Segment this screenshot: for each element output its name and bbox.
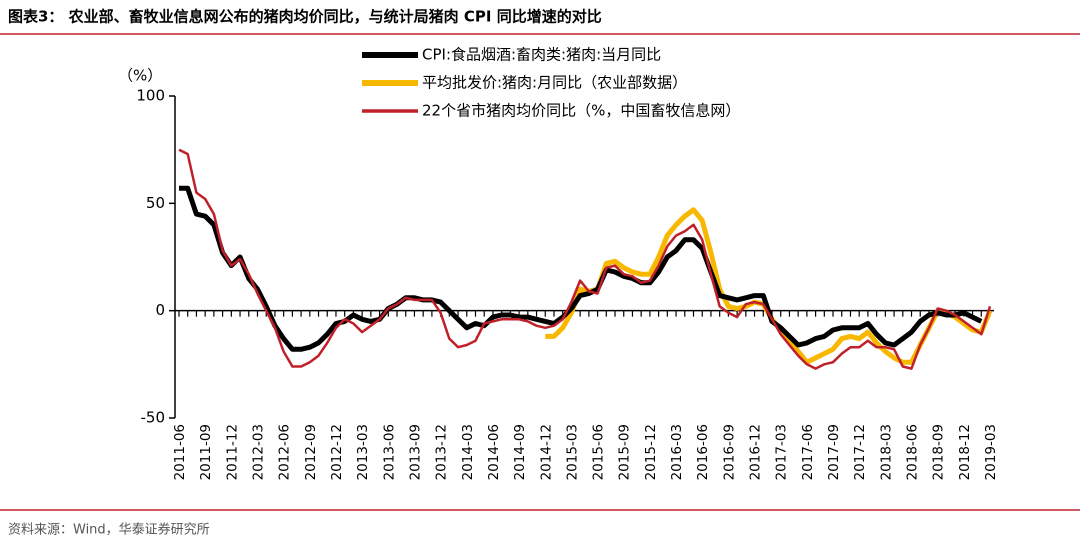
y-tick-label: -50	[141, 409, 166, 427]
x-tick-label: 2016-09	[721, 424, 737, 480]
x-tick-label: 2012-09	[303, 424, 319, 480]
x-tick-label: 2018-12	[957, 424, 973, 480]
x-tick-label: 2015-09	[617, 424, 633, 480]
series-line	[178, 148, 992, 370]
x-tick-label: 2014-03	[460, 424, 476, 480]
x-tick-label: 2015-06	[591, 424, 607, 480]
chart-title: 图表3： 农业部、畜牧业信息网公布的猪肉均价同比，与统计局猪肉 CPI 同比增速…	[8, 8, 602, 26]
x-tick-label: 2013-09	[407, 424, 423, 480]
y-tick-label: 50	[146, 194, 165, 212]
x-tick-label: 2012-03	[250, 424, 266, 480]
x-tick-label: 2015-12	[643, 424, 659, 480]
x-tick-label: 2011-09	[198, 424, 214, 480]
x-tick-label: 2016-06	[695, 424, 711, 480]
x-tick-label: 2013-12	[434, 424, 450, 480]
y-tick-label: 100	[136, 87, 165, 105]
x-tick-label: 2018-06	[905, 424, 921, 480]
x-tick-label: 2016-03	[669, 424, 685, 480]
legend-label: 22个省市猪肉均价同比（%，中国畜牧信息网）	[422, 102, 740, 120]
x-tick-label: 2014-12	[538, 424, 554, 480]
x-tick-label: 2017-06	[800, 424, 816, 480]
x-tick-label: 2013-03	[355, 424, 371, 480]
x-tick-label: 2017-03	[774, 424, 790, 480]
x-tick-label: 2015-03	[564, 424, 580, 480]
x-tick-label: 2014-09	[512, 424, 528, 480]
legend-label: CPI:食品烟酒:畜肉类:猪肉:当月同比	[422, 46, 661, 64]
x-tick-label: 2018-09	[931, 424, 947, 480]
x-tick-label: 2011-06	[172, 424, 188, 480]
x-tick-label: 2011-12	[224, 424, 240, 480]
x-tick-label: 2016-12	[748, 424, 764, 480]
x-tick-label: 2018-03	[878, 424, 894, 480]
source-note: 资料来源：Wind，华泰证券研究所	[8, 522, 210, 538]
x-tick-label: 2014-06	[486, 424, 502, 480]
x-tick-label: 2017-12	[852, 424, 868, 480]
series-line	[179, 185, 983, 352]
x-tick-label: 2012-06	[277, 424, 293, 480]
y-tick-label: 0	[155, 301, 165, 319]
legend-label: 平均批发价:猪肉:月同比（农业部数据）	[422, 74, 687, 92]
x-tick-label: 2017-09	[826, 424, 842, 480]
x-tick-label: 2019-03	[983, 424, 999, 480]
y-axis-label: （%）	[118, 67, 162, 85]
x-tick-label: 2013-06	[381, 424, 397, 480]
x-tick-label: 2012-12	[329, 424, 345, 480]
